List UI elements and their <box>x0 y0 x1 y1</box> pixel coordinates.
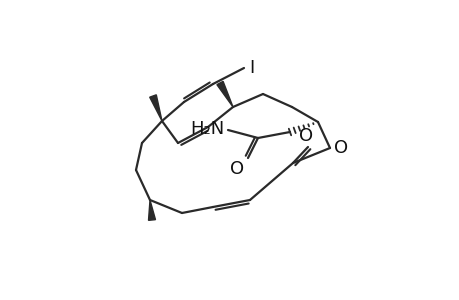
Polygon shape <box>217 81 233 107</box>
Text: O: O <box>333 139 347 157</box>
Text: O: O <box>298 127 313 145</box>
Polygon shape <box>149 95 162 121</box>
Text: H₂N: H₂N <box>190 120 224 138</box>
Text: O: O <box>230 160 243 178</box>
Text: I: I <box>248 59 254 77</box>
Polygon shape <box>148 200 155 220</box>
